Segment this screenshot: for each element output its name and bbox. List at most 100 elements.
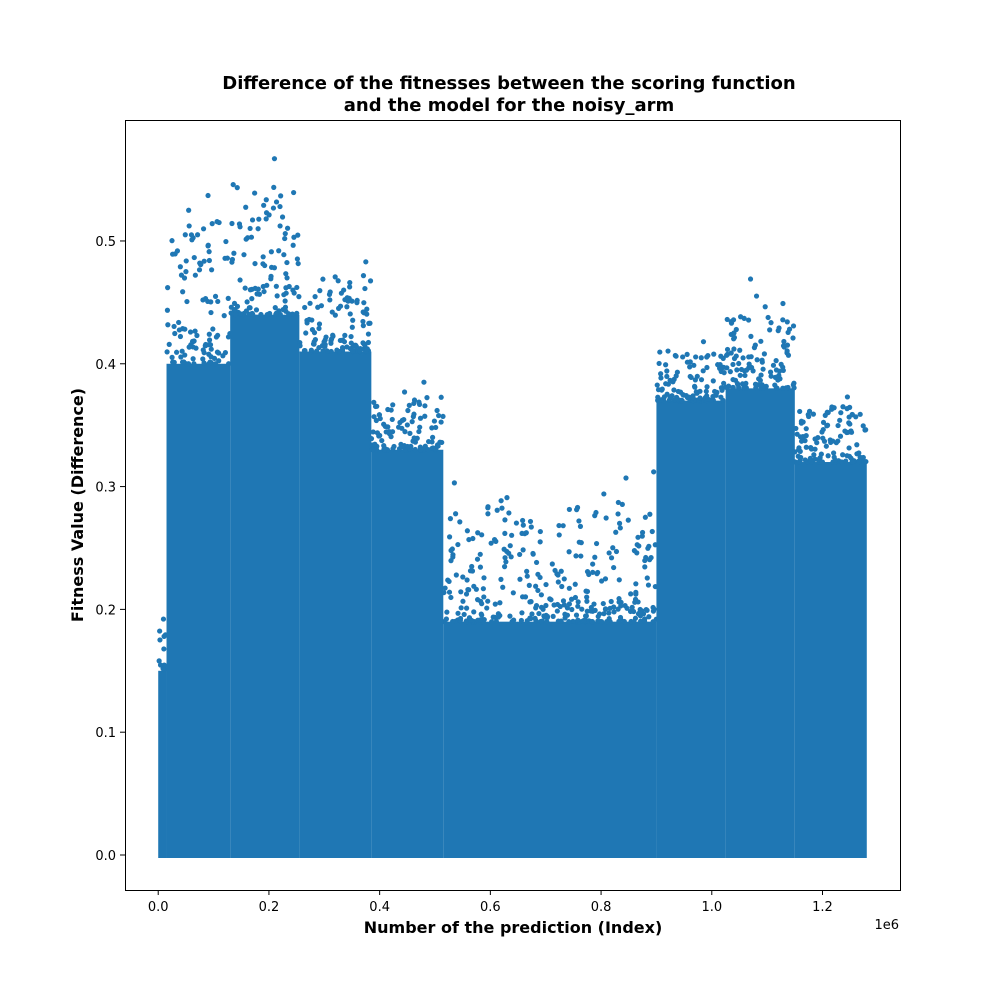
data-point: [383, 429, 389, 435]
data-point: [740, 355, 746, 361]
data-point: [433, 424, 439, 431]
data-point: [307, 300, 313, 306]
data-point: [737, 372, 743, 378]
data-point: [658, 397, 665, 403]
data-point: [494, 507, 500, 513]
data-point: [760, 366, 766, 372]
data-point: [229, 256, 236, 263]
data-point: [524, 573, 530, 579]
outlier-point: [277, 203, 283, 210]
data-point: [200, 297, 206, 303]
data-point: [468, 617, 474, 623]
data-point: [583, 613, 589, 619]
data-point: [835, 438, 841, 444]
data-point: [367, 278, 374, 284]
data-point: [635, 534, 641, 540]
data-point: [608, 598, 614, 605]
data-point: [485, 598, 491, 604]
data-point: [849, 412, 855, 418]
data-point: [575, 599, 581, 605]
data-point: [671, 387, 677, 393]
data-point: [367, 320, 373, 326]
data-point: [208, 299, 214, 305]
data-point: [264, 282, 270, 288]
data-point: [723, 352, 730, 358]
data-point: [435, 443, 441, 449]
data-point: [497, 600, 503, 606]
data-point: [464, 577, 470, 583]
data-point: [566, 601, 572, 607]
data-point: [164, 349, 170, 355]
data-point: [535, 587, 541, 594]
data-point: [721, 380, 727, 386]
outlier-point: [421, 379, 427, 385]
data-point: [829, 406, 835, 412]
data-point: [520, 522, 526, 528]
data-point: [743, 367, 750, 373]
data-point: [160, 616, 167, 622]
data-point: [364, 346, 370, 352]
data-point: [721, 370, 727, 376]
data-point: [533, 618, 539, 624]
data-point: [781, 338, 787, 345]
data-point: [604, 619, 610, 625]
data-point: [206, 257, 212, 264]
data-point: [289, 311, 296, 317]
outlier-point: [623, 475, 629, 481]
data-point: [471, 609, 477, 615]
data-point: [860, 423, 866, 429]
data-point: [687, 364, 693, 370]
data-point: [228, 310, 234, 316]
outlier-point: [504, 495, 510, 501]
y-tick-label: 0.5: [95, 235, 116, 250]
data-point: [533, 583, 539, 589]
data-point: [371, 399, 377, 405]
data-point: [260, 261, 266, 267]
data-point: [194, 232, 201, 238]
data-point: [559, 583, 565, 590]
data-point: [328, 348, 334, 355]
data-point: [295, 260, 301, 267]
data-point: [687, 359, 693, 365]
data-point: [752, 381, 759, 387]
data-point: [796, 459, 803, 465]
data-point: [613, 548, 620, 555]
data-point: [230, 181, 236, 188]
y-axis-ticks: 0.0 0.1 0.2 0.3 0.4 0.5: [95, 235, 125, 864]
data-point: [187, 329, 194, 335]
data-point: [474, 597, 481, 603]
data-point: [492, 601, 498, 607]
data-point: [770, 362, 777, 368]
data-point: [273, 199, 280, 205]
data-point: [450, 554, 456, 560]
data-point: [466, 536, 472, 543]
data-point: [332, 312, 338, 318]
data-point: [192, 328, 198, 334]
data-point: [616, 618, 622, 624]
data-point: [335, 278, 341, 284]
data-point: [504, 548, 510, 555]
data-point: [857, 411, 863, 417]
y-tick-label: 0.0: [95, 849, 116, 864]
outlier-point: [451, 480, 457, 486]
data-point: [717, 362, 723, 368]
data-point: [365, 339, 371, 346]
data-point: [835, 422, 841, 429]
data-point: [156, 658, 162, 664]
data-point: [698, 377, 705, 383]
data-point: [657, 349, 663, 355]
data-point: [800, 434, 806, 440]
outlier-point: [349, 298, 355, 304]
data-point: [647, 511, 653, 517]
data-point: [396, 424, 402, 430]
data-point: [390, 402, 396, 408]
data-point: [389, 416, 395, 423]
data-point: [194, 332, 200, 339]
data-point: [602, 606, 609, 612]
data-point: [680, 354, 686, 360]
data-point: [792, 459, 798, 465]
data-point: [738, 366, 745, 373]
data-point: [308, 347, 314, 353]
x-tick-label: 0.8: [591, 900, 612, 915]
data-point: [784, 342, 791, 348]
